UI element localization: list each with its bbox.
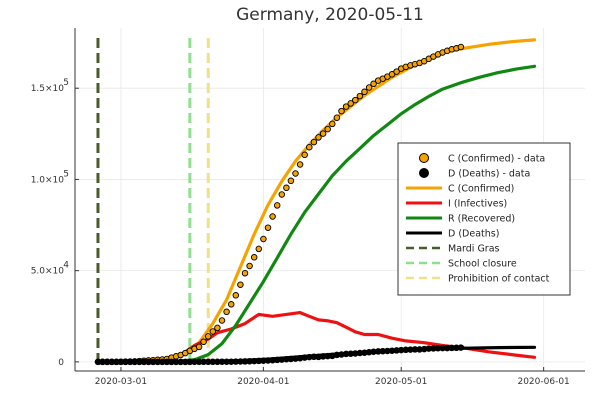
x-tick-label: 2020-03-01 (95, 377, 147, 387)
data-point (209, 328, 217, 335)
data-point (223, 308, 230, 316)
y-tick-exponent: 5 (63, 78, 69, 88)
data-point (232, 292, 240, 299)
data-point (457, 344, 465, 351)
legend-label: D (Deaths) (448, 229, 499, 240)
legend-label: C (Confirmed) - data (448, 154, 545, 165)
data-point (241, 269, 249, 277)
legend-label: R (Recovered) (448, 214, 515, 225)
legend-label: I (Infectives) (448, 199, 507, 210)
data-point (278, 191, 286, 198)
data-point (237, 281, 244, 288)
data-point (329, 120, 336, 128)
axes: 2020-03-01 2020-04-01 2020-05-01 2020-06-01… (31, 28, 585, 387)
data-point (283, 184, 290, 192)
data-point (250, 254, 258, 261)
data-point (296, 161, 304, 168)
data-point (218, 317, 226, 324)
model-series-line (96, 311, 537, 364)
data-point (204, 333, 212, 340)
y-tick-label: 1.5×10 (31, 84, 65, 94)
data-point (214, 324, 221, 332)
data-point (457, 43, 465, 51)
legend-label: D (Deaths) - data (448, 169, 530, 180)
y-tick-label: 1.0×10 (31, 175, 65, 185)
data-point (315, 134, 322, 141)
x-tick-label: 2020-06-01 (517, 377, 569, 387)
data-point (370, 80, 377, 88)
data-point (260, 235, 267, 243)
data-point (227, 301, 235, 308)
data-point (310, 138, 318, 146)
y-tick-label: 0 (58, 358, 64, 368)
legend: C (Confirmed) - data D (Deaths) - data C (… (397, 142, 571, 296)
data-point (246, 262, 253, 270)
data-point (287, 177, 295, 185)
plot-area (94, 38, 537, 366)
data-point (301, 151, 308, 159)
x-tick-label: 2020-04-01 (237, 377, 289, 387)
data-point (324, 125, 331, 133)
chart-title: Germany, 2020-05-11 (236, 5, 424, 25)
legend-label: School closure (448, 259, 517, 270)
data-point (361, 88, 368, 96)
data-point (365, 84, 373, 91)
data-point (306, 143, 313, 151)
data-point (352, 96, 359, 104)
data-point (264, 224, 272, 231)
data-point (269, 213, 276, 220)
legend-marker (419, 168, 429, 178)
data-point (342, 103, 350, 110)
legend-label: Mardi Gras (448, 244, 500, 255)
data-point (393, 68, 400, 75)
x-tick-label: 2020-05-01 (375, 377, 427, 387)
legend-marker (419, 153, 429, 163)
model-series-line (96, 64, 537, 364)
data-point (356, 92, 364, 100)
legend-label: Prohibition of contact (448, 274, 550, 285)
data-point (338, 107, 345, 115)
data-point (333, 114, 341, 121)
y-tick-exponent: 5 (63, 169, 69, 179)
y-tick-exponent: 4 (63, 261, 69, 271)
data-point (319, 130, 327, 137)
data-point (255, 245, 263, 253)
data-point (347, 100, 354, 107)
data-point (195, 343, 203, 351)
data-point (200, 338, 207, 346)
y-tick-label: 5.0×10 (31, 267, 65, 277)
data-point (292, 170, 299, 177)
legend-label: C (Confirmed) (448, 184, 514, 195)
data-point (273, 202, 281, 209)
